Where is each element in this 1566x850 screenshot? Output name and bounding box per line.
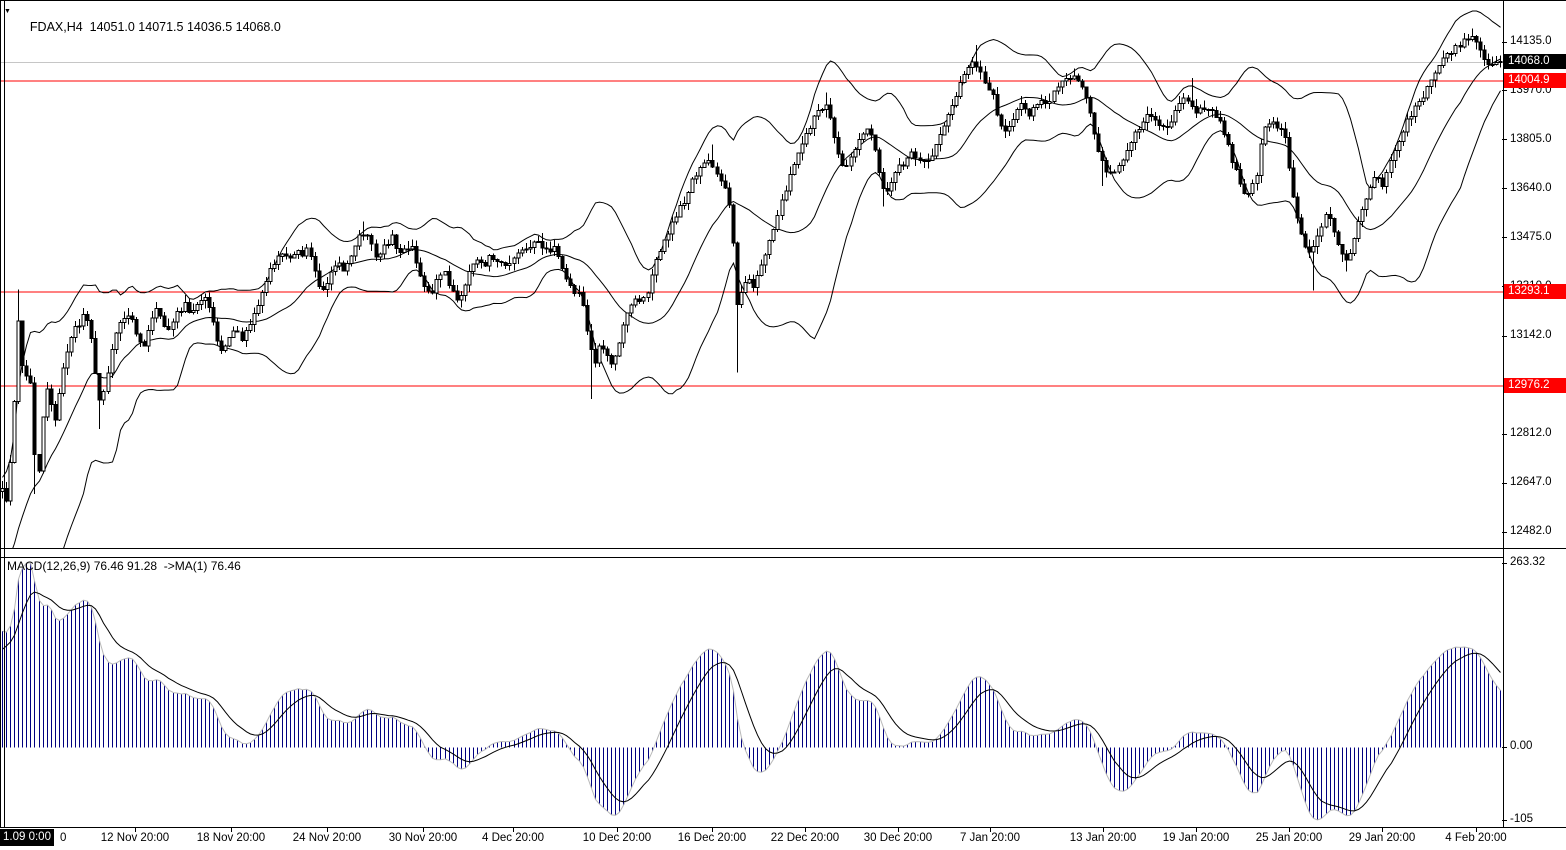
price-axis-tick xyxy=(1502,188,1507,189)
price-axis-tick xyxy=(1502,90,1507,91)
time-axis-label: 4 Dec 20:00 xyxy=(481,832,545,844)
macd-histogram xyxy=(2,563,1501,820)
macd-indicator-label: MACD(12,26,9) 76.46 91.28 ->MA(1) 76.46 xyxy=(7,559,241,573)
time-axis-label: 29 Jan 20:00 xyxy=(1348,832,1416,844)
macd-axis-tick-label: 0.00 xyxy=(1510,740,1533,752)
time-partial-label: 0 xyxy=(60,832,67,844)
time-axis-label: 16 Dec 20:00 xyxy=(677,832,747,844)
price-axis-tick-label: 13640.0 xyxy=(1510,181,1552,194)
time-axis-tick xyxy=(327,828,328,832)
macd-axis-tick xyxy=(1502,747,1507,748)
symbol-title: ▼ FDAX,H4 14051.0 14071.5 14036.5 14068.0 xyxy=(4,6,281,48)
macd-main-line[interactable] xyxy=(2,562,1501,821)
symbol-ohlc-text: FDAX,H4 14051.0 14071.5 14036.5 14068.0 xyxy=(29,20,281,34)
time-axis-label: 13 Jan 20:00 xyxy=(1069,832,1137,844)
price-chart-canvas[interactable] xyxy=(0,0,1503,548)
price-axis-tick-label: 14135.0 xyxy=(1510,35,1552,47)
time-cursor-badge: 1.09 0:00 xyxy=(0,829,54,846)
bullish-candles xyxy=(0,36,1503,502)
macd-axis-tick xyxy=(1502,820,1507,821)
macd-signal-line[interactable] xyxy=(2,591,1501,812)
time-axis-label: 12 Nov 20:00 xyxy=(100,832,170,844)
level-price-badge: 12976.2 xyxy=(1504,378,1566,393)
price-axis-tick xyxy=(1502,237,1507,238)
price-axis-tick xyxy=(1502,434,1507,435)
macd-axis-tick xyxy=(1502,563,1507,564)
chart-border-left xyxy=(4,0,5,827)
macd-chart-canvas[interactable] xyxy=(0,558,1503,827)
time-axis-label: 18 Nov 20:00 xyxy=(196,832,266,844)
time-axis-tick xyxy=(1289,828,1290,832)
window-border-top xyxy=(0,0,1566,1)
time-axis-tick xyxy=(1196,828,1197,832)
price-axis-tick xyxy=(1502,139,1507,140)
time-axis-tick xyxy=(1476,828,1477,832)
bearish-candles xyxy=(4,36,1491,502)
price-axis-tick-label: 12482.0 xyxy=(1510,525,1552,537)
chevron-down-icon[interactable]: ▼ xyxy=(4,8,11,15)
macd-axis-tick-label: -105 xyxy=(1510,813,1534,825)
time-axis-tick xyxy=(617,828,618,832)
time-axis-label: 4 Feb 20:00 xyxy=(1445,832,1507,844)
bollinger-middle-band[interactable] xyxy=(3,58,1501,548)
time-axis-label: 30 Dec 20:00 xyxy=(863,832,933,844)
time-axis-label: 30 Nov 20:00 xyxy=(388,832,458,844)
price-axis-tick-label: 13142.0 xyxy=(1510,329,1552,342)
time-axis-tick xyxy=(712,828,713,832)
time-axis-tick xyxy=(135,828,136,832)
time-axis-label: 24 Nov 20:00 xyxy=(292,832,362,844)
time-axis-label: 22 Dec 20:00 xyxy=(770,832,840,844)
price-axis-tick-label: 12812.0 xyxy=(1510,427,1552,440)
time-axis-tick xyxy=(1382,828,1383,832)
time-axis-label: 25 Jan 20:00 xyxy=(1255,832,1323,844)
time-axis-label: 7 Jan 20:00 xyxy=(959,832,1021,844)
price-axis-tick-label: 12647.0 xyxy=(1510,476,1552,489)
bollinger-lower-band[interactable] xyxy=(3,90,1501,548)
time-axis-label: 10 Dec 20:00 xyxy=(582,832,652,844)
time-axis-tick xyxy=(423,828,424,832)
current-price-badge: 14068.0 xyxy=(1504,54,1566,70)
macd-axis-tick-label: 263.32 xyxy=(1510,556,1546,568)
price-axis-tick-label: 13805.0 xyxy=(1510,132,1552,145)
time-axis-label: 19 Jan 20:00 xyxy=(1162,832,1230,844)
candle-wicks xyxy=(2,28,1501,506)
time-axis-line xyxy=(0,827,1566,828)
price-axis-tick-label: 13475.0 xyxy=(1510,230,1552,243)
time-axis-tick xyxy=(513,828,514,832)
level-price-badge: 14004.9 xyxy=(1504,73,1566,89)
time-axis-tick xyxy=(1103,828,1104,832)
level-price-badge: 13293.1 xyxy=(1504,284,1566,300)
price-axis-tick xyxy=(1502,336,1507,337)
panel-separator[interactable] xyxy=(0,548,1566,549)
price-axis-tick xyxy=(1502,42,1507,43)
time-axis-tick xyxy=(898,828,899,832)
axis-border xyxy=(1503,0,1504,827)
price-axis-tick xyxy=(1502,532,1507,533)
time-axis-tick xyxy=(231,828,232,832)
bollinger-upper-band[interactable] xyxy=(2,10,1501,478)
macd-panel-top-border xyxy=(0,557,1503,558)
time-axis-tick xyxy=(990,828,991,832)
price-axis-tick xyxy=(1502,483,1507,484)
window-border-left xyxy=(0,0,1,827)
time-axis-tick xyxy=(805,828,806,832)
